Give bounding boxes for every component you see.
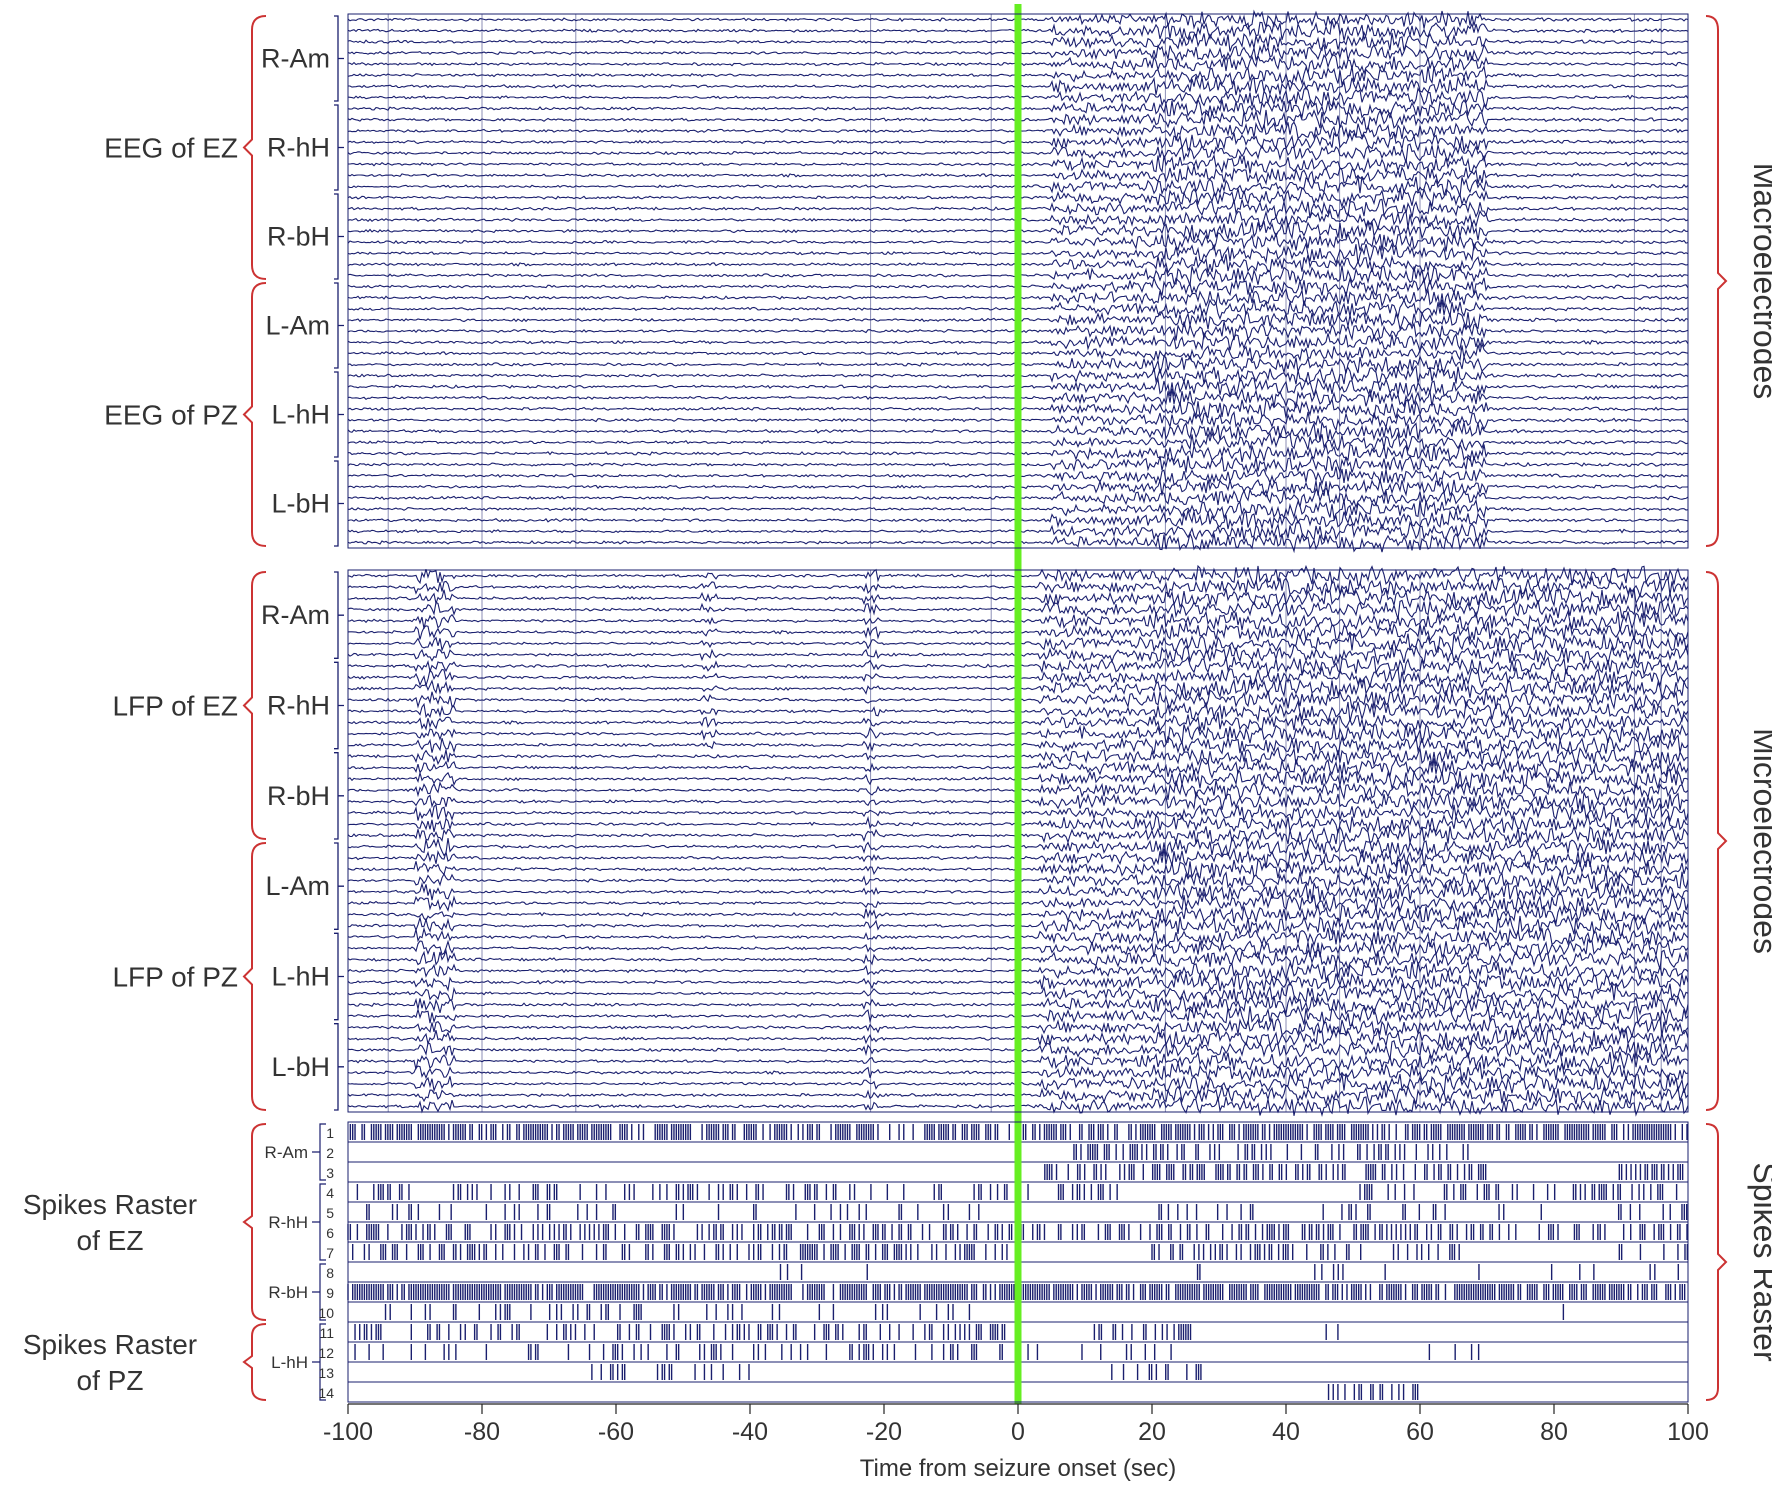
unit-number: 12 — [318, 1345, 334, 1361]
spike-raster — [347, 1124, 1689, 1403]
side-brace-spikes — [1705, 1123, 1728, 1401]
region-bracket — [334, 460, 344, 547]
unit-number: 11 — [319, 1325, 334, 1341]
x-tick-label: 80 — [1540, 1418, 1568, 1446]
unit-region-label: R-bH — [268, 1283, 308, 1302]
x-tick-label: 20 — [1138, 1418, 1166, 1446]
x-tick-label: 0 — [1011, 1418, 1025, 1446]
x-tick-label: 100 — [1667, 1418, 1709, 1446]
unit-number: 14 — [318, 1385, 334, 1401]
side-label: Macroelectrodes — [1747, 163, 1772, 400]
region-bracket — [334, 104, 344, 191]
region-label: L-hH — [271, 962, 330, 992]
region-label: R-bH — [267, 781, 330, 811]
unit-region-bracket — [312, 1323, 326, 1401]
unit-number: 5 — [326, 1205, 334, 1221]
region-label: L-hH — [271, 400, 330, 430]
unit-region-label: R-hH — [268, 1213, 308, 1232]
panel-frame-macro — [347, 13, 1689, 549]
unit-number: 10 — [318, 1305, 334, 1321]
region-label: R-hH — [267, 133, 330, 163]
unit-number: 3 — [326, 1165, 334, 1181]
x-tick-label: -80 — [464, 1418, 500, 1446]
panel-frame-micro — [347, 569, 1689, 1113]
unit-number: 7 — [326, 1245, 334, 1261]
unit-region-label: L-hH — [271, 1353, 308, 1372]
unit-region-bracket — [312, 1123, 326, 1181]
region-bracket — [334, 282, 344, 369]
group-brace — [242, 15, 267, 280]
panel-frame-spikes — [347, 1121, 1689, 1403]
region-label: R-hH — [267, 691, 330, 721]
unit-region-label: R-Am — [265, 1143, 308, 1162]
unit-number: 1 — [326, 1125, 334, 1141]
x-axis: -100 -80 -60 -40 -20 0 20 40 60 80 100 Time from se… — [323, 1403, 1709, 1482]
region-bracket — [334, 193, 344, 280]
unit-number: 9 — [326, 1285, 334, 1301]
group-label: EEG of PZ — [104, 400, 238, 431]
group-brace — [242, 842, 267, 1111]
region-label: R-Am — [261, 44, 330, 74]
spike-group-label: Spikes Raster — [23, 1329, 197, 1360]
side-label: Microelectrodes — [1747, 728, 1772, 954]
region-bracket — [334, 1023, 344, 1111]
spike-group-label: of EZ — [77, 1225, 144, 1256]
group-brace — [242, 571, 267, 840]
x-tick-label: -20 — [866, 1418, 902, 1446]
region-label: L-Am — [265, 311, 330, 341]
unit-number: 8 — [326, 1265, 334, 1281]
spike-group-brace — [242, 1323, 267, 1401]
group-label: EEG of EZ — [104, 133, 238, 164]
region-bracket — [334, 571, 344, 659]
unit-number: 2 — [326, 1145, 334, 1161]
spike-group-label: of PZ — [77, 1365, 144, 1396]
x-tick-label: -40 — [732, 1418, 768, 1446]
spike-group-brace — [242, 1123, 267, 1321]
group-brace — [242, 282, 267, 547]
brace-layer — [242, 15, 1728, 1401]
unit-number: 13 — [318, 1365, 334, 1381]
panel-frames — [347, 13, 1689, 1403]
side-brace — [1705, 571, 1728, 1111]
region-label: R-Am — [261, 600, 330, 630]
region-label: R-bH — [267, 222, 330, 252]
spike-group-label: Spikes Raster — [23, 1189, 197, 1220]
label-layer: R-Am R-hH R-bH EEG of EZ L-Am L-hH L-bH EEG of … — [23, 44, 1772, 1402]
region-bracket — [334, 371, 344, 458]
region-bracket — [334, 842, 344, 930]
x-tick-label: 40 — [1272, 1418, 1300, 1446]
group-label: LFP of PZ — [112, 962, 238, 993]
x-tick-label: -60 — [598, 1418, 634, 1446]
region-label: L-Am — [265, 871, 330, 901]
side-label: Spikes Raster — [1747, 1162, 1772, 1362]
unit-number: 4 — [326, 1185, 334, 1201]
x-tick-label: -100 — [323, 1418, 373, 1446]
x-tick-label: 60 — [1406, 1418, 1434, 1446]
unit-region-bracket — [312, 1263, 326, 1321]
unit-number: 6 — [326, 1225, 334, 1241]
region-bracket — [334, 661, 344, 750]
side-brace — [1705, 15, 1728, 547]
region-bracket — [334, 932, 344, 1021]
region-label: L-bH — [271, 489, 330, 519]
region-bracket — [334, 752, 344, 840]
x-axis-label: Time from seizure onset (sec) — [860, 1455, 1177, 1482]
region-label: L-bH — [271, 1052, 330, 1082]
unit-region-bracket — [312, 1183, 326, 1261]
region-bracket — [334, 15, 344, 102]
group-label: LFP of EZ — [112, 691, 238, 722]
